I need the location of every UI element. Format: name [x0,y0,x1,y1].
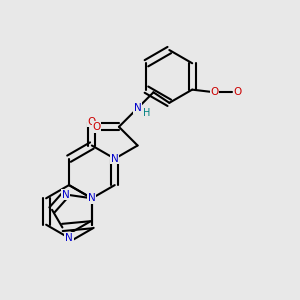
Text: O: O [0,299,1,300]
Text: O: O [233,87,242,97]
Text: O: O [88,117,96,127]
Text: N: N [88,193,96,203]
Text: O: O [211,87,219,97]
Text: H: H [143,108,150,118]
Text: N: N [134,103,142,113]
Text: N: N [65,233,73,243]
Text: O: O [92,122,101,132]
Text: N: N [62,190,70,200]
Text: N: N [111,154,118,164]
